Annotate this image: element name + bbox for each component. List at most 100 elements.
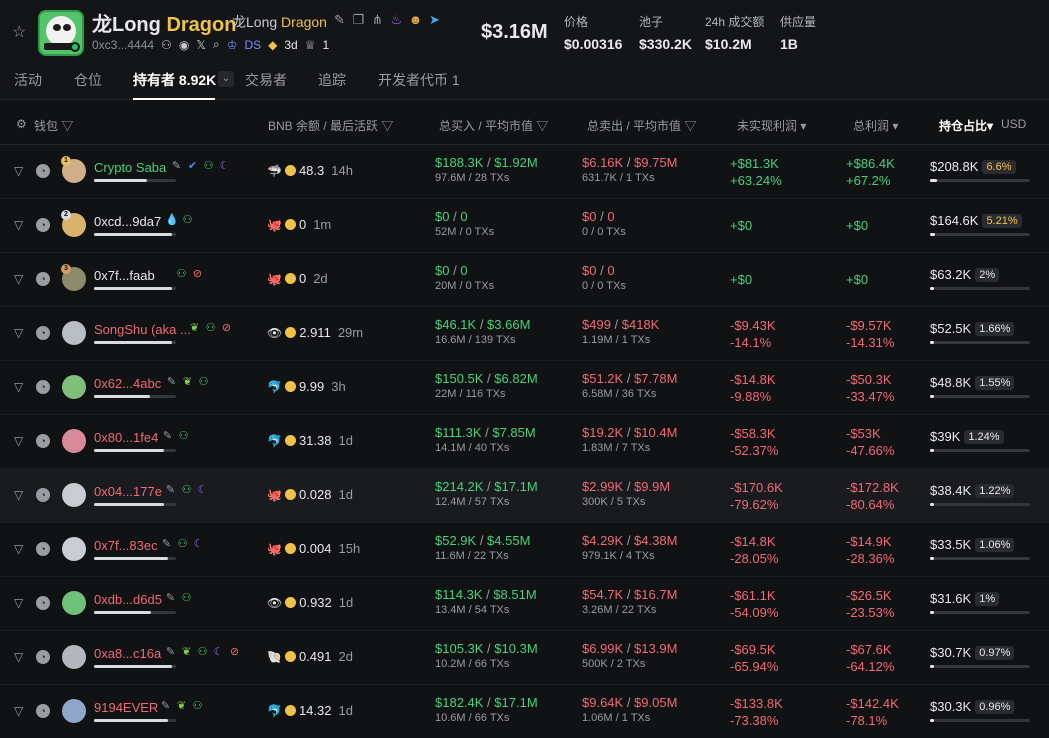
chart-icon[interactable]: ◔ xyxy=(36,704,50,718)
filter-icon[interactable]: ▽ xyxy=(14,488,24,502)
edit-icon[interactable]: ✎ xyxy=(166,376,177,388)
edit-icon[interactable]: ✎ xyxy=(165,484,176,496)
chart-icon[interactable]: ◉ xyxy=(178,37,190,52)
table-row[interactable]: ▽ ◔ 0x7f...83ec ✎ ⚇ ☾ 🐙 0.004 15h $52.9K /… xyxy=(0,523,1049,577)
tab-dev-tokens[interactable]: 开发者代币 1 xyxy=(378,72,460,88)
filter-icon[interactable]: ▽ xyxy=(14,542,24,556)
tab-activity[interactable]: 活动 xyxy=(14,72,42,88)
filter-icon[interactable]: ▽ xyxy=(14,164,24,178)
edit-icon[interactable]: ✎ xyxy=(165,592,176,604)
filter-icon[interactable]: ▽ xyxy=(14,596,24,610)
chart-icon[interactable]: ◔ xyxy=(36,218,50,232)
table-row[interactable]: ▽ ◔ 0x62...4abc ✎ ❦ ⚇ 🐬 9.99 3h $150.5K / … xyxy=(0,361,1049,415)
wallet-name[interactable]: 0xa8...c16a xyxy=(94,646,162,661)
tab-traders[interactable]: 交易者 xyxy=(245,72,287,88)
avatar[interactable] xyxy=(62,429,86,453)
edit-icon[interactable]: ✎ xyxy=(162,430,173,442)
holders-icon[interactable]: ⚇ xyxy=(161,37,172,52)
column-bnb[interactable]: BNB 余额 / 最后活跃 ▽ xyxy=(268,117,393,134)
wallet-name[interactable]: 0x04...177e xyxy=(94,484,162,499)
wallet-name[interactable]: 0x7f...83ec xyxy=(94,538,158,553)
column-pnl[interactable]: 总利润 ▾ xyxy=(853,117,898,134)
chart-icon[interactable]: ◔ xyxy=(36,326,50,340)
community-icon[interactable]: ☻ xyxy=(408,12,423,27)
favorite-star-icon[interactable]: ☆ xyxy=(12,24,27,41)
edit-icon[interactable]: ✎ xyxy=(160,700,171,712)
fire-icon[interactable]: ♨ xyxy=(390,12,403,27)
avatar[interactable] xyxy=(62,699,86,723)
contract-address[interactable]: 0xc3...4444 xyxy=(92,37,155,52)
avatar[interactable] xyxy=(62,645,86,669)
filter-icon[interactable]: ▽ xyxy=(14,704,24,718)
tab-tracking[interactable]: 追踪 xyxy=(318,72,346,88)
chart-icon[interactable]: ◔ xyxy=(36,380,50,394)
table-row[interactable]: ▽ ◔ 0xa8...c16a ✎ ❦ ⚇ ☾ ⊘ 🐚 0.491 2d $105.3K… xyxy=(0,631,1049,685)
column-sold[interactable]: 总卖出 / 平均市值 ▽ xyxy=(587,117,696,134)
twitter-icon[interactable]: 𝕏 xyxy=(196,37,206,52)
filter-icon[interactable]: ▽ xyxy=(14,272,24,286)
chevron-down-icon[interactable]: ⌄ xyxy=(218,71,234,87)
chart-icon[interactable]: ◔ xyxy=(36,542,50,556)
avatar[interactable] xyxy=(62,483,86,507)
holding-pct-badge: 6.6% xyxy=(982,159,1016,174)
ds-label[interactable]: DS xyxy=(244,37,262,52)
wallet-name[interactable]: 0x80...1fe4 xyxy=(94,430,159,445)
column-holding[interactable]: 持仓占比▾ xyxy=(939,117,993,134)
tab-holders[interactable]: 持有者 8.92K xyxy=(133,72,217,88)
filter-icon[interactable]: ▽ xyxy=(14,650,24,664)
filter-icon[interactable]: ▽ xyxy=(381,119,394,133)
edit-icon[interactable]: ✎ xyxy=(334,12,345,27)
table-row[interactable]: ▽ ◔ 2 0xcd...9da7 💧 ⚇ 🐙 0 1m $0 / 0 52M /… xyxy=(0,199,1049,253)
column-bought[interactable]: 总买入 / 平均市值 ▽ xyxy=(439,117,548,134)
chart-icon[interactable]: ◔ xyxy=(36,164,50,178)
chart-icon[interactable]: ◔ xyxy=(36,596,50,610)
table-row[interactable]: ▽ ◔ 0x80...1fe4 ✎ ⚇ 🐬 31.38 1d $111.3K / … xyxy=(0,415,1049,469)
table-row[interactable]: ▽ ◔ 3 0x7f...faab ⚇ ⊘ 🐙 0 2d $0 / 0 20M /… xyxy=(0,253,1049,307)
wallet-name[interactable]: 9194EVER xyxy=(94,700,159,715)
chart-icon[interactable]: ◔ xyxy=(36,272,50,286)
filter-icon[interactable]: ▽ xyxy=(14,434,24,448)
column-wallet[interactable]: 钱包 ▽ xyxy=(34,117,73,134)
filter-icon[interactable]: ▽ xyxy=(14,326,24,340)
telegram-icon[interactable]: ➤ xyxy=(429,12,440,27)
avatar[interactable] xyxy=(62,591,86,615)
currency-toggle[interactable]: USD xyxy=(1001,117,1027,131)
filter-icon[interactable]: ▽ xyxy=(61,119,74,133)
table-row[interactable]: ▽ ◔ 0xdb...d6d5 ✎ ⚇ 👁 0.932 1d $114.3K / … xyxy=(0,577,1049,631)
table-row[interactable]: ▽ ◔ SongShu (aka ... ❦ ⚇ ⊘ 👁 2.911 29m $46… xyxy=(0,307,1049,361)
filter-icon[interactable]: ▽ xyxy=(14,380,24,394)
filter-icon[interactable]: ▽ xyxy=(14,218,24,232)
filter-icon[interactable]: ▽ xyxy=(536,119,549,133)
avatar[interactable] xyxy=(62,537,86,561)
dexscreener-icon[interactable]: ♔ xyxy=(226,37,238,52)
sort-icon[interactable]: ▾ xyxy=(987,119,994,133)
wallet-balance-bar xyxy=(94,233,176,236)
wallet-name[interactable]: 0x62...4abc xyxy=(94,376,162,391)
share-icon[interactable]: ⋔ xyxy=(372,12,383,27)
tab-positions[interactable]: 仓位 xyxy=(74,72,102,88)
wallet-name[interactable]: 0xcd...9da7 xyxy=(94,214,162,229)
search-icon[interactable]: ⌕ xyxy=(212,37,220,51)
copy-icon[interactable]: ❐ xyxy=(352,12,365,27)
edit-icon[interactable]: ✎ xyxy=(161,538,172,550)
wallet-name[interactable]: Crypto Saba xyxy=(94,160,167,175)
chart-icon[interactable]: ◔ xyxy=(36,434,50,448)
chart-icon[interactable]: ◔ xyxy=(36,650,50,664)
table-row[interactable]: ▽ ◔ 9194EVER ✎ ❦ ⚇ 🐬 14.32 1d $182.4K / $1… xyxy=(0,685,1049,738)
settings-icon[interactable]: ⚙ xyxy=(16,117,27,131)
wallet-name[interactable]: SongShu (aka ... xyxy=(94,322,191,337)
avatar[interactable] xyxy=(62,375,86,399)
table-row[interactable]: ▽ ◔ 0x04...177e ✎ ⚇ ☾ 🐙 0.028 1d $214.2K /… xyxy=(0,469,1049,523)
wallet-name[interactable]: 0xdb...d6d5 xyxy=(94,592,162,607)
table-row[interactable]: ▽ ◔ 1 Crypto Saba ✎ ✔ ⚇ ☾ 🦈 48.3 14h $188.3… xyxy=(0,145,1049,199)
filter-icon[interactable]: ▽ xyxy=(684,119,697,133)
sort-icon[interactable]: ▾ xyxy=(800,119,807,133)
wallet-name[interactable]: 0x7f...faab xyxy=(94,268,155,283)
edit-icon[interactable]: ✎ xyxy=(171,160,182,172)
sort-icon[interactable]: ▾ xyxy=(892,119,899,133)
edit-icon[interactable]: ✎ xyxy=(165,646,176,658)
chart-icon[interactable]: ◔ xyxy=(36,488,50,502)
avatar[interactable] xyxy=(62,321,86,345)
column-unrealized[interactable]: 未实现利润 ▾ xyxy=(737,117,806,134)
last-active: 29m xyxy=(337,325,364,340)
